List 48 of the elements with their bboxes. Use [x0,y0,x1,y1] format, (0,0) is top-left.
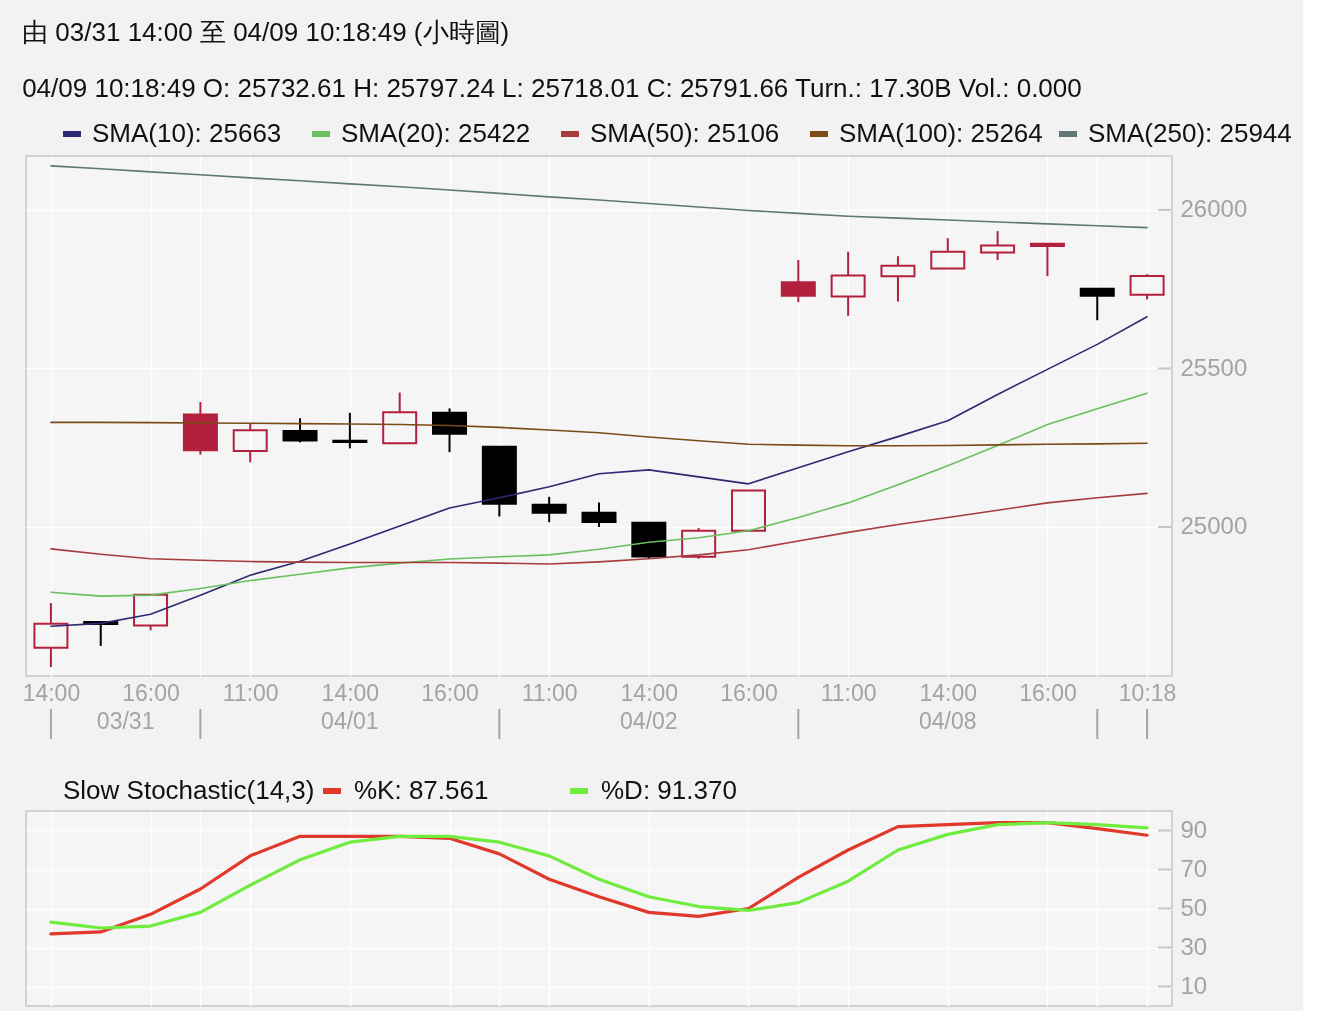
legend-label: %K: 87.561 [354,775,489,805]
text: 04/01 [321,708,379,734]
x-tick-label: 16:00 [122,679,180,706]
x-tick-label: 14:00 [22,679,81,706]
line-series [50,165,1148,229]
text: 04/08 [919,708,977,734]
x-tick-label: 11:00 [521,679,578,706]
legend-label: SMA(20): 25422 [341,118,531,148]
text: 04/02 [620,708,678,734]
y-tick-label: 25500 [1180,353,1248,381]
x-tick-label: 14:00 [620,679,679,706]
candlestick [830,250,866,317]
y-tick-label: 50 [1180,894,1208,921]
legend-label: %D: 91.370 [601,775,737,805]
y-tick-label: 26000 [1180,195,1248,223]
line-series [50,392,1148,597]
x-tick-label: 16:00 [421,679,479,706]
legend-label: SMA(250): 25944 [1088,118,1292,148]
text: 03/31 [96,708,155,734]
candlestick [481,445,517,518]
x-tick-label: 11:00 [820,679,877,706]
y-tick-label: 25000 [1180,512,1248,540]
chart-subtitle: 04/09 10:18:49 O: 25732.61 H: 25797.24 L: 25718.01 C: 25791.66 Turn.: 17.30B Vol.: 0.000 [22,73,1082,103]
legend-label: SMA(100): 25264 [839,118,1043,148]
line-series [50,492,1148,565]
x-tick-label: 14:00 [321,679,380,706]
x-tick-label: 14:00 [919,679,978,706]
candlestick [1029,242,1065,278]
chart-title: Slow Stochastic(14,3) [63,775,315,805]
candlestick [980,230,1016,261]
y-tick-label: 10 [1180,972,1208,999]
legend-label: SMA(50): 25106 [590,118,780,148]
chart-title: 由 03/31 14:00 至 04/09 10:18:49 (小時圖) [22,17,510,47]
x-tick-label: 16:00 [720,679,778,706]
y-tick-label: 70 [1180,855,1208,882]
candlestick [730,489,766,532]
legend-label: SMA(10): 25663 [92,118,282,148]
x-tick-label: 11:00 [222,679,279,706]
candlestick [33,602,69,669]
candlestick [930,237,966,270]
candlestick [1079,287,1115,322]
x-tick-label: 16:00 [1019,679,1077,706]
x-tick-label: 10:18 [1118,679,1177,706]
candlestick [382,391,418,445]
y-tick-label: 90 [1180,816,1208,843]
line-series [50,421,1148,447]
y-tick-label: 30 [1180,933,1208,960]
candlestick [880,255,916,303]
